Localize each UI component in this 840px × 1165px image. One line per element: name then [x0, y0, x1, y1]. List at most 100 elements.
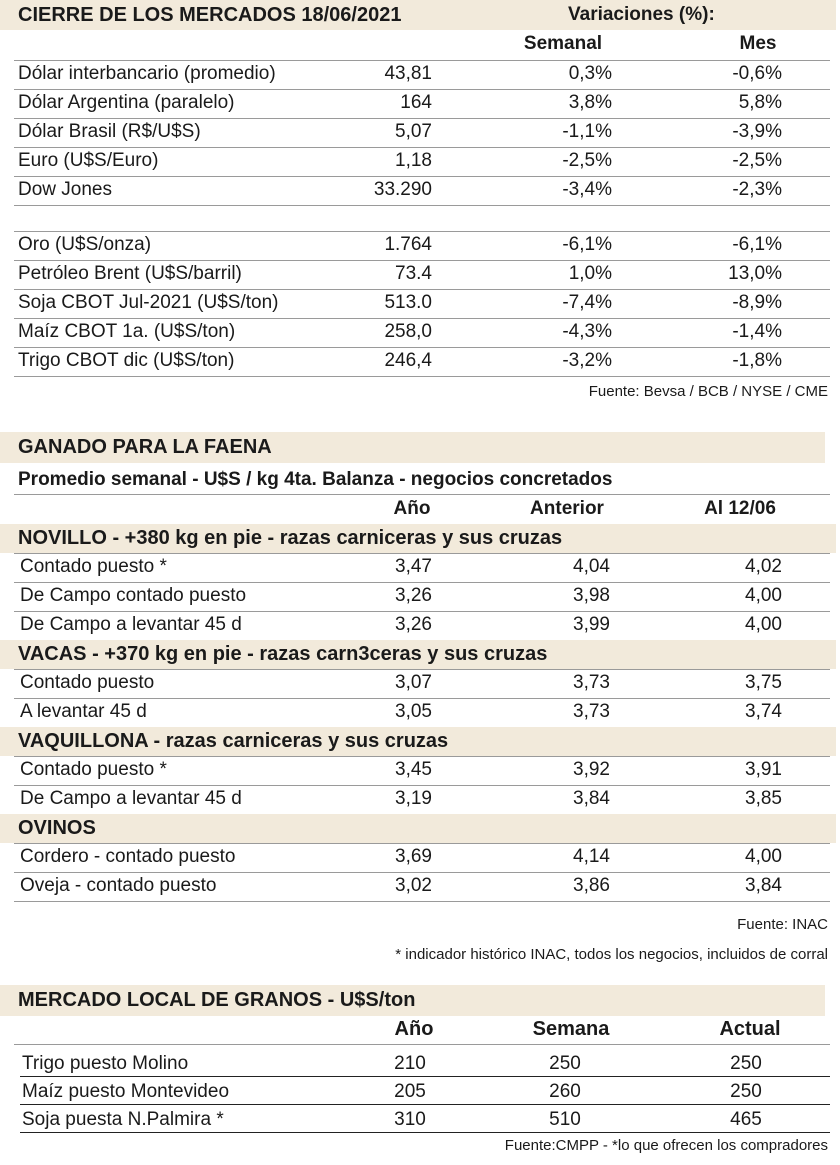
variations-label: Variaciones (%):: [568, 4, 715, 25]
cell-value: 3,69: [395, 846, 432, 867]
cell-value: -3,4%: [562, 179, 612, 200]
row-divider: [14, 872, 830, 873]
row-divider: [14, 289, 830, 290]
cell-value: 3,26: [395, 585, 432, 606]
row-label: Euro (U$S/Euro): [18, 150, 159, 171]
cell-value: 5,07: [395, 121, 432, 142]
row-label: Maíz puesto Montevideo: [22, 1081, 230, 1102]
row-label: Oro (U$S/onza): [18, 234, 152, 255]
row-divider: [14, 756, 830, 757]
row-label: Contado puesto *: [20, 556, 167, 577]
cell-value: 43,81: [384, 63, 432, 84]
cell-value: 4,00: [745, 585, 782, 606]
cell-value: 4,00: [745, 614, 782, 635]
cell-value: 3,8%: [568, 92, 612, 113]
row-divider: [14, 260, 830, 261]
row-divider: [20, 1104, 830, 1105]
row-divider: [14, 147, 830, 148]
row-label: Petróleo Brent (U$S/barril): [18, 263, 242, 284]
column-header: Al 12/06: [704, 498, 776, 519]
row-divider: [14, 843, 830, 844]
row-label: Trigo CBOT dic (U$S/ton): [18, 350, 235, 371]
row-divider: [14, 89, 830, 90]
cell-value: 164: [400, 92, 432, 113]
row-divider: [14, 785, 830, 786]
row-label: De Campo contado puesto: [20, 585, 247, 606]
row-label: Cordero - contado puesto: [20, 846, 236, 867]
section-title: MERCADO LOCAL DE GRANOS - U$S/ton: [18, 989, 416, 1011]
row-divider: [14, 205, 830, 206]
cell-value: 3,45: [395, 759, 432, 780]
cell-value: 4,02: [745, 556, 782, 577]
cell-value: 310: [394, 1109, 426, 1130]
row-divider: [14, 347, 830, 348]
column-header: Semanal: [523, 33, 603, 54]
group-band: [0, 640, 836, 669]
footnote: * indicador histórico INAC, todos los ne…: [395, 946, 828, 963]
cell-value: 3,19: [395, 788, 432, 809]
cell-value: 3,73: [573, 701, 610, 722]
row-divider: [14, 553, 830, 554]
row-label: A levantar 45 d: [20, 701, 147, 722]
cell-value: 1,18: [395, 150, 432, 171]
section-title: GANADO PARA LA FAENA: [18, 436, 272, 458]
group-title: OVINOS: [18, 817, 96, 839]
row-label: Trigo puesto Molino: [22, 1053, 189, 1074]
cell-value: 210: [394, 1053, 426, 1074]
row-divider: [14, 698, 830, 699]
cell-value: 1.764: [384, 234, 432, 255]
group-band: [0, 727, 836, 756]
source-note: Fuente:CMPP - *lo que ofrecen los compra…: [504, 1137, 828, 1154]
column-header: Año: [394, 1018, 434, 1040]
row-divider: [14, 901, 830, 902]
row-label: Oveja - contado puesto: [20, 875, 217, 896]
column-header: Semana: [532, 1018, 610, 1040]
cell-value: -2,5%: [732, 150, 782, 171]
row-divider: [14, 494, 830, 495]
row-label: Maíz CBOT 1a. (U$S/ton): [18, 321, 236, 342]
row-divider: [14, 318, 830, 319]
source-note: Fuente: Bevsa / BCB / NYSE / CME: [588, 383, 828, 400]
cell-value: -2,5%: [562, 150, 612, 171]
row-label: Contado puesto: [20, 672, 155, 693]
group-title: NOVILLO - +380 kg en pie - razas carnice…: [18, 527, 563, 549]
source-note: Fuente: INAC: [737, 916, 828, 933]
cell-value: 73.4: [395, 263, 432, 284]
row-divider: [14, 1044, 830, 1045]
cell-value: 3,02: [395, 875, 432, 896]
column-header: Año: [393, 498, 431, 519]
cell-value: 5,8%: [738, 92, 782, 113]
cell-value: 510: [549, 1109, 581, 1130]
cell-value: 3,05: [395, 701, 432, 722]
row-label: De Campo a levantar 45 d: [20, 788, 242, 809]
cell-value: -6,1%: [562, 234, 612, 255]
cell-value: 4,04: [573, 556, 610, 577]
group-title: VAQUILLONA - razas carniceras y sus cruz…: [18, 730, 449, 752]
cell-value: 3,07: [395, 672, 432, 693]
row-divider: [20, 1132, 830, 1133]
cell-value: 3,92: [573, 759, 610, 780]
header-band: [0, 0, 836, 30]
cell-value: 4,14: [573, 846, 610, 867]
cell-value: 33.290: [373, 179, 432, 200]
row-label: Dólar Argentina (paralelo): [18, 92, 235, 113]
row-divider: [14, 376, 830, 377]
cell-value: -1,4%: [732, 321, 782, 342]
row-label: Dólar interbancario (promedio): [18, 63, 276, 84]
cell-value: 13,0%: [728, 263, 782, 284]
group-band: [0, 814, 836, 843]
cell-value: -6,1%: [732, 234, 782, 255]
cell-value: -3,2%: [562, 350, 612, 371]
section-subtitle: Promedio semanal - U$S / kg 4ta. Balanza…: [18, 469, 613, 490]
row-divider: [14, 611, 830, 612]
cell-value: 3,26: [395, 614, 432, 635]
cell-value: 0,3%: [568, 63, 612, 84]
cell-value: 250: [730, 1053, 762, 1074]
cell-value: 1,0%: [568, 263, 612, 284]
row-divider: [14, 176, 830, 177]
header-band: [0, 432, 825, 463]
row-divider: [14, 60, 830, 61]
cell-value: -0,6%: [732, 63, 782, 84]
cell-value: 246,4: [384, 350, 432, 371]
row-label: Dólar Brasil (R$/U$S): [18, 121, 201, 142]
